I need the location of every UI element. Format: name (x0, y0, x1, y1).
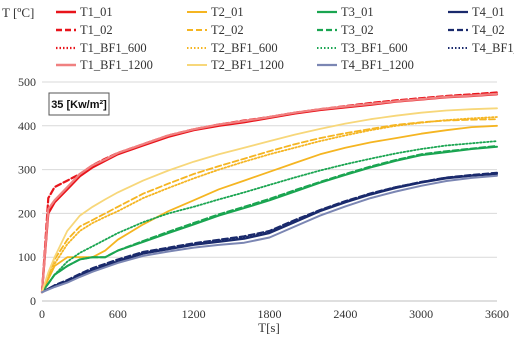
grid-lines (42, 81, 497, 258)
y-tick-label: 400 (18, 119, 36, 133)
legend-label: T2_BF1_1200 (211, 58, 284, 72)
y-tick-label: 300 (18, 163, 36, 177)
legend-label: T3_01 (341, 5, 374, 19)
legend-label: T2_BF1_600 (211, 41, 278, 55)
legend-entry-t4-01: T4_01 (448, 5, 505, 19)
series-line-t4-bf1-1200 (41, 174, 498, 294)
legend: T1_01 T2_01 T3_01 T4_01 T1_02 T2_02 T3_02 T4_02… (56, 5, 514, 72)
series-line-t3-bf1-600 (41, 140, 498, 294)
series-line-t3-02 (41, 144, 498, 294)
series-line-t1-bf1-1200 (40, 92, 499, 294)
x-tick-label: 1200 (182, 307, 206, 321)
x-tick-label: 3600 (485, 307, 509, 321)
legend-label: T4_BF1_1200 (341, 58, 414, 72)
legend-entry-t4-bf1-600: T4_BF1_600 (448, 41, 514, 55)
series-line-t2-bf1-600 (41, 116, 498, 294)
legend-label: T1_BF1_1200 (80, 58, 153, 72)
legend-label: T2_01 (211, 5, 244, 19)
legend-label: T4_BF1_600 (472, 41, 514, 55)
series-line-t2-bf1-1200 (41, 107, 498, 294)
legend-entry-t1-01: T1_01 (56, 5, 113, 19)
series-line-t2-01 (41, 124, 498, 294)
legend-entry-t2-01: T2_01 (187, 5, 244, 19)
legend-label: T4_01 (472, 5, 505, 19)
annotation-frame (48, 92, 110, 116)
y-tick-label: 100 (18, 250, 36, 264)
y-tick-label: 0 (30, 294, 36, 308)
legend-entry-t3-02: T3_02 (317, 23, 374, 37)
legend-entry-t1-02: T1_02 (56, 23, 113, 37)
series-line-t4-bf1-600 (41, 172, 498, 294)
legend-entry-t3-bf1-600: T3_BF1_600 (317, 41, 408, 55)
y-axis-label: T [ºC] (2, 5, 34, 20)
legend-label: T3_02 (341, 23, 374, 37)
legend-label: T1_02 (80, 23, 113, 37)
series-lines (40, 91, 499, 294)
legend-label: T3_BF1_600 (341, 41, 408, 55)
series-line-t4-01 (41, 173, 498, 294)
legend-entry-t2-bf1-1200: T2_BF1_1200 (187, 58, 284, 72)
legend-label: T4_02 (472, 23, 505, 37)
annotation-box: 35 [Kw/m²] (48, 92, 110, 116)
series-line-t3-01 (41, 145, 498, 294)
annotation-text: 35 [Kw/m²] (51, 99, 107, 111)
legend-entry-t1-bf1-600: T1_BF1_600 (56, 41, 147, 55)
x-tick-label: 0 (39, 307, 45, 321)
y-tick-labels: 0 100 200 300 400 500 (18, 75, 36, 308)
x-tick-label: 3000 (409, 307, 433, 321)
x-tick-label: 1800 (258, 307, 282, 321)
x-tick-label: 600 (109, 307, 127, 321)
x-axis-label: T[s] (258, 320, 280, 335)
x-tick-label: 2400 (333, 307, 357, 321)
legend-entry-t4-bf1-1200: T4_BF1_1200 (317, 58, 414, 72)
legend-label: T1_01 (80, 5, 113, 19)
y-tick-label: 500 (18, 75, 36, 89)
x-tick-labels: 0 600 1200 1800 2400 3000 3600 (39, 307, 509, 321)
y-tick-label: 200 (18, 206, 36, 220)
legend-entry-t1-bf1-1200: T1_BF1_1200 (56, 58, 153, 72)
legend-label: T2_02 (211, 23, 244, 37)
legend-entry-t4-02: T4_02 (448, 23, 505, 37)
legend-entry-t2-02: T2_02 (187, 23, 244, 37)
legend-entry-t3-01: T3_01 (317, 5, 374, 19)
legend-entry-t2-bf1-600: T2_BF1_600 (187, 41, 278, 55)
legend-label: T1_BF1_600 (80, 41, 147, 55)
